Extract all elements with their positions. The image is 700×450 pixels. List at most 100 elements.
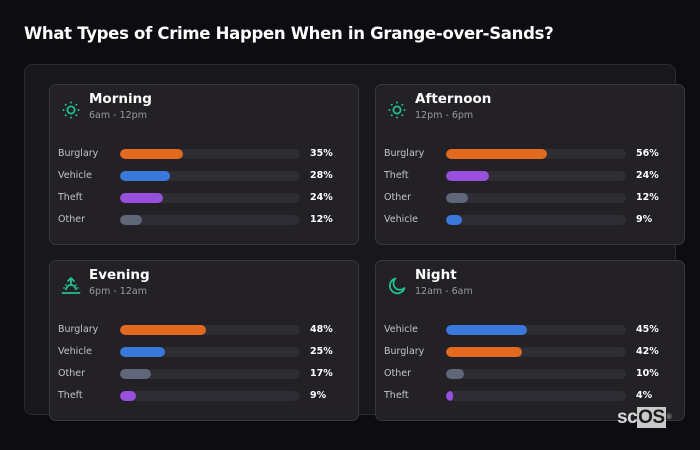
- time-card-morning: Morning 6am - 12pm Burglary 35% Vehicle 28% Th…: [49, 84, 359, 245]
- sun-icon: [61, 100, 81, 120]
- bar-fill: [446, 171, 490, 181]
- percentage-value: 45%: [636, 324, 659, 335]
- card-time-range: 6pm - 12am: [89, 286, 147, 297]
- bar-fill: [446, 369, 464, 379]
- crime-bar-list: Burglary 35% Vehicle 28% Theft 24% Other 12%: [58, 147, 354, 235]
- card-time-range: 12am - 6am: [415, 286, 473, 297]
- bar-track: [446, 369, 626, 379]
- page-title: What Types of Crime Happen When in Grang…: [24, 24, 554, 43]
- crime-row-burglary: Burglary 35%: [58, 147, 354, 169]
- bar-track: [120, 171, 300, 181]
- crime-type-label: Burglary: [58, 148, 99, 159]
- time-card-afternoon: Afternoon 12pm - 6pm Burglary 56% Theft 24% Ot…: [375, 84, 685, 245]
- bar-fill: [120, 171, 171, 181]
- bar-fill: [446, 325, 527, 335]
- percentage-value: 10%: [636, 368, 659, 379]
- card-title: Afternoon: [415, 91, 492, 107]
- percentage-value: 12%: [310, 214, 333, 225]
- percentage-value: 56%: [636, 148, 659, 159]
- sunset-icon: [61, 276, 81, 296]
- crime-bar-list: Vehicle 45% Burglary 42% Other 10% Theft 4%: [384, 323, 680, 411]
- card-title: Morning: [89, 91, 152, 107]
- bar-track: [120, 369, 300, 379]
- card-title: Evening: [89, 267, 150, 283]
- percentage-value: 24%: [310, 192, 333, 203]
- crime-row-burglary: Burglary 48%: [58, 323, 354, 345]
- percentage-value: 4%: [636, 390, 653, 401]
- percentage-value: 28%: [310, 170, 333, 181]
- percentage-value: 35%: [310, 148, 333, 159]
- bar-track: [446, 149, 626, 159]
- crime-bar-list: Burglary 48% Vehicle 25% Other 17% Theft 9%: [58, 323, 354, 411]
- bar-fill: [120, 347, 165, 357]
- crime-type-label: Other: [58, 368, 85, 379]
- card-time-range: 6am - 12pm: [89, 110, 147, 121]
- crime-type-label: Vehicle: [384, 324, 418, 335]
- bar-fill: [120, 149, 183, 159]
- crime-row-other: Other 12%: [384, 191, 680, 213]
- crime-row-burglary: Burglary 56%: [384, 147, 680, 169]
- bar-track: [446, 193, 626, 203]
- bar-track: [120, 391, 300, 401]
- bar-track: [446, 215, 626, 225]
- crime-type-label: Burglary: [384, 346, 425, 357]
- registered-mark: ®: [666, 414, 672, 421]
- crime-row-vehicle: Vehicle 25%: [58, 345, 354, 367]
- percentage-value: 25%: [310, 346, 333, 357]
- crime-type-label: Burglary: [58, 324, 99, 335]
- bar-fill: [120, 193, 164, 203]
- crime-type-label: Theft: [58, 192, 83, 203]
- crime-row-theft: Theft 9%: [58, 389, 354, 411]
- percentage-value: 9%: [310, 390, 327, 401]
- bar-fill: [446, 215, 463, 225]
- bar-track: [120, 149, 300, 159]
- bar-track: [446, 347, 626, 357]
- crime-type-label: Theft: [384, 390, 409, 401]
- card-title: Night: [415, 267, 457, 283]
- crime-row-theft: Theft 24%: [58, 191, 354, 213]
- crime-type-label: Theft: [384, 170, 409, 181]
- bar-track: [446, 171, 626, 181]
- logo-highlight: OS: [637, 407, 666, 428]
- bar-track: [120, 215, 300, 225]
- crime-row-theft: Theft 4%: [384, 389, 680, 411]
- crime-type-label: Vehicle: [58, 170, 92, 181]
- crime-type-label: Burglary: [384, 148, 425, 159]
- card-time-range: 12pm - 6pm: [415, 110, 474, 121]
- percentage-value: 42%: [636, 346, 659, 357]
- bar-fill: [120, 325, 207, 335]
- crime-bar-list: Burglary 56% Theft 24% Other 12% Vehicle 9%: [384, 147, 680, 235]
- bar-fill: [446, 347, 522, 357]
- crime-type-label: Vehicle: [58, 346, 92, 357]
- brand-logo: scOS ®: [617, 407, 672, 428]
- sun-icon: [387, 100, 407, 120]
- crime-type-label: Other: [384, 192, 411, 203]
- percentage-value: 24%: [636, 170, 659, 181]
- crime-row-vehicle: Vehicle 28%: [58, 169, 354, 191]
- bar-track: [120, 193, 300, 203]
- bar-fill: [446, 193, 468, 203]
- crime-row-burglary: Burglary 42%: [384, 345, 680, 367]
- crime-row-vehicle: Vehicle 45%: [384, 323, 680, 345]
- time-card-night: Night 12am - 6am Vehicle 45% Burglary 42% Othe…: [375, 260, 685, 421]
- crime-type-label: Theft: [58, 390, 83, 401]
- bar-fill: [120, 391, 137, 401]
- crime-row-vehicle: Vehicle 9%: [384, 213, 680, 235]
- crime-type-label: Other: [58, 214, 85, 225]
- bar-track: [120, 325, 300, 335]
- percentage-value: 12%: [636, 192, 659, 203]
- crime-row-other: Other 12%: [58, 213, 354, 235]
- bar-fill: [120, 215, 142, 225]
- time-card-evening: Evening 6pm - 12am Burglary 48% Vehicle 25% Ot…: [49, 260, 359, 421]
- crime-type-label: Vehicle: [384, 214, 418, 225]
- crime-type-label: Other: [384, 368, 411, 379]
- bar-fill: [446, 149, 547, 159]
- percentage-value: 9%: [636, 214, 653, 225]
- crime-row-other: Other 17%: [58, 367, 354, 389]
- percentage-value: 48%: [310, 324, 333, 335]
- moon-icon: [387, 276, 407, 296]
- logo-prefix: sc: [617, 407, 638, 428]
- percentage-value: 17%: [310, 368, 333, 379]
- crime-row-theft: Theft 24%: [384, 169, 680, 191]
- bar-fill: [120, 369, 151, 379]
